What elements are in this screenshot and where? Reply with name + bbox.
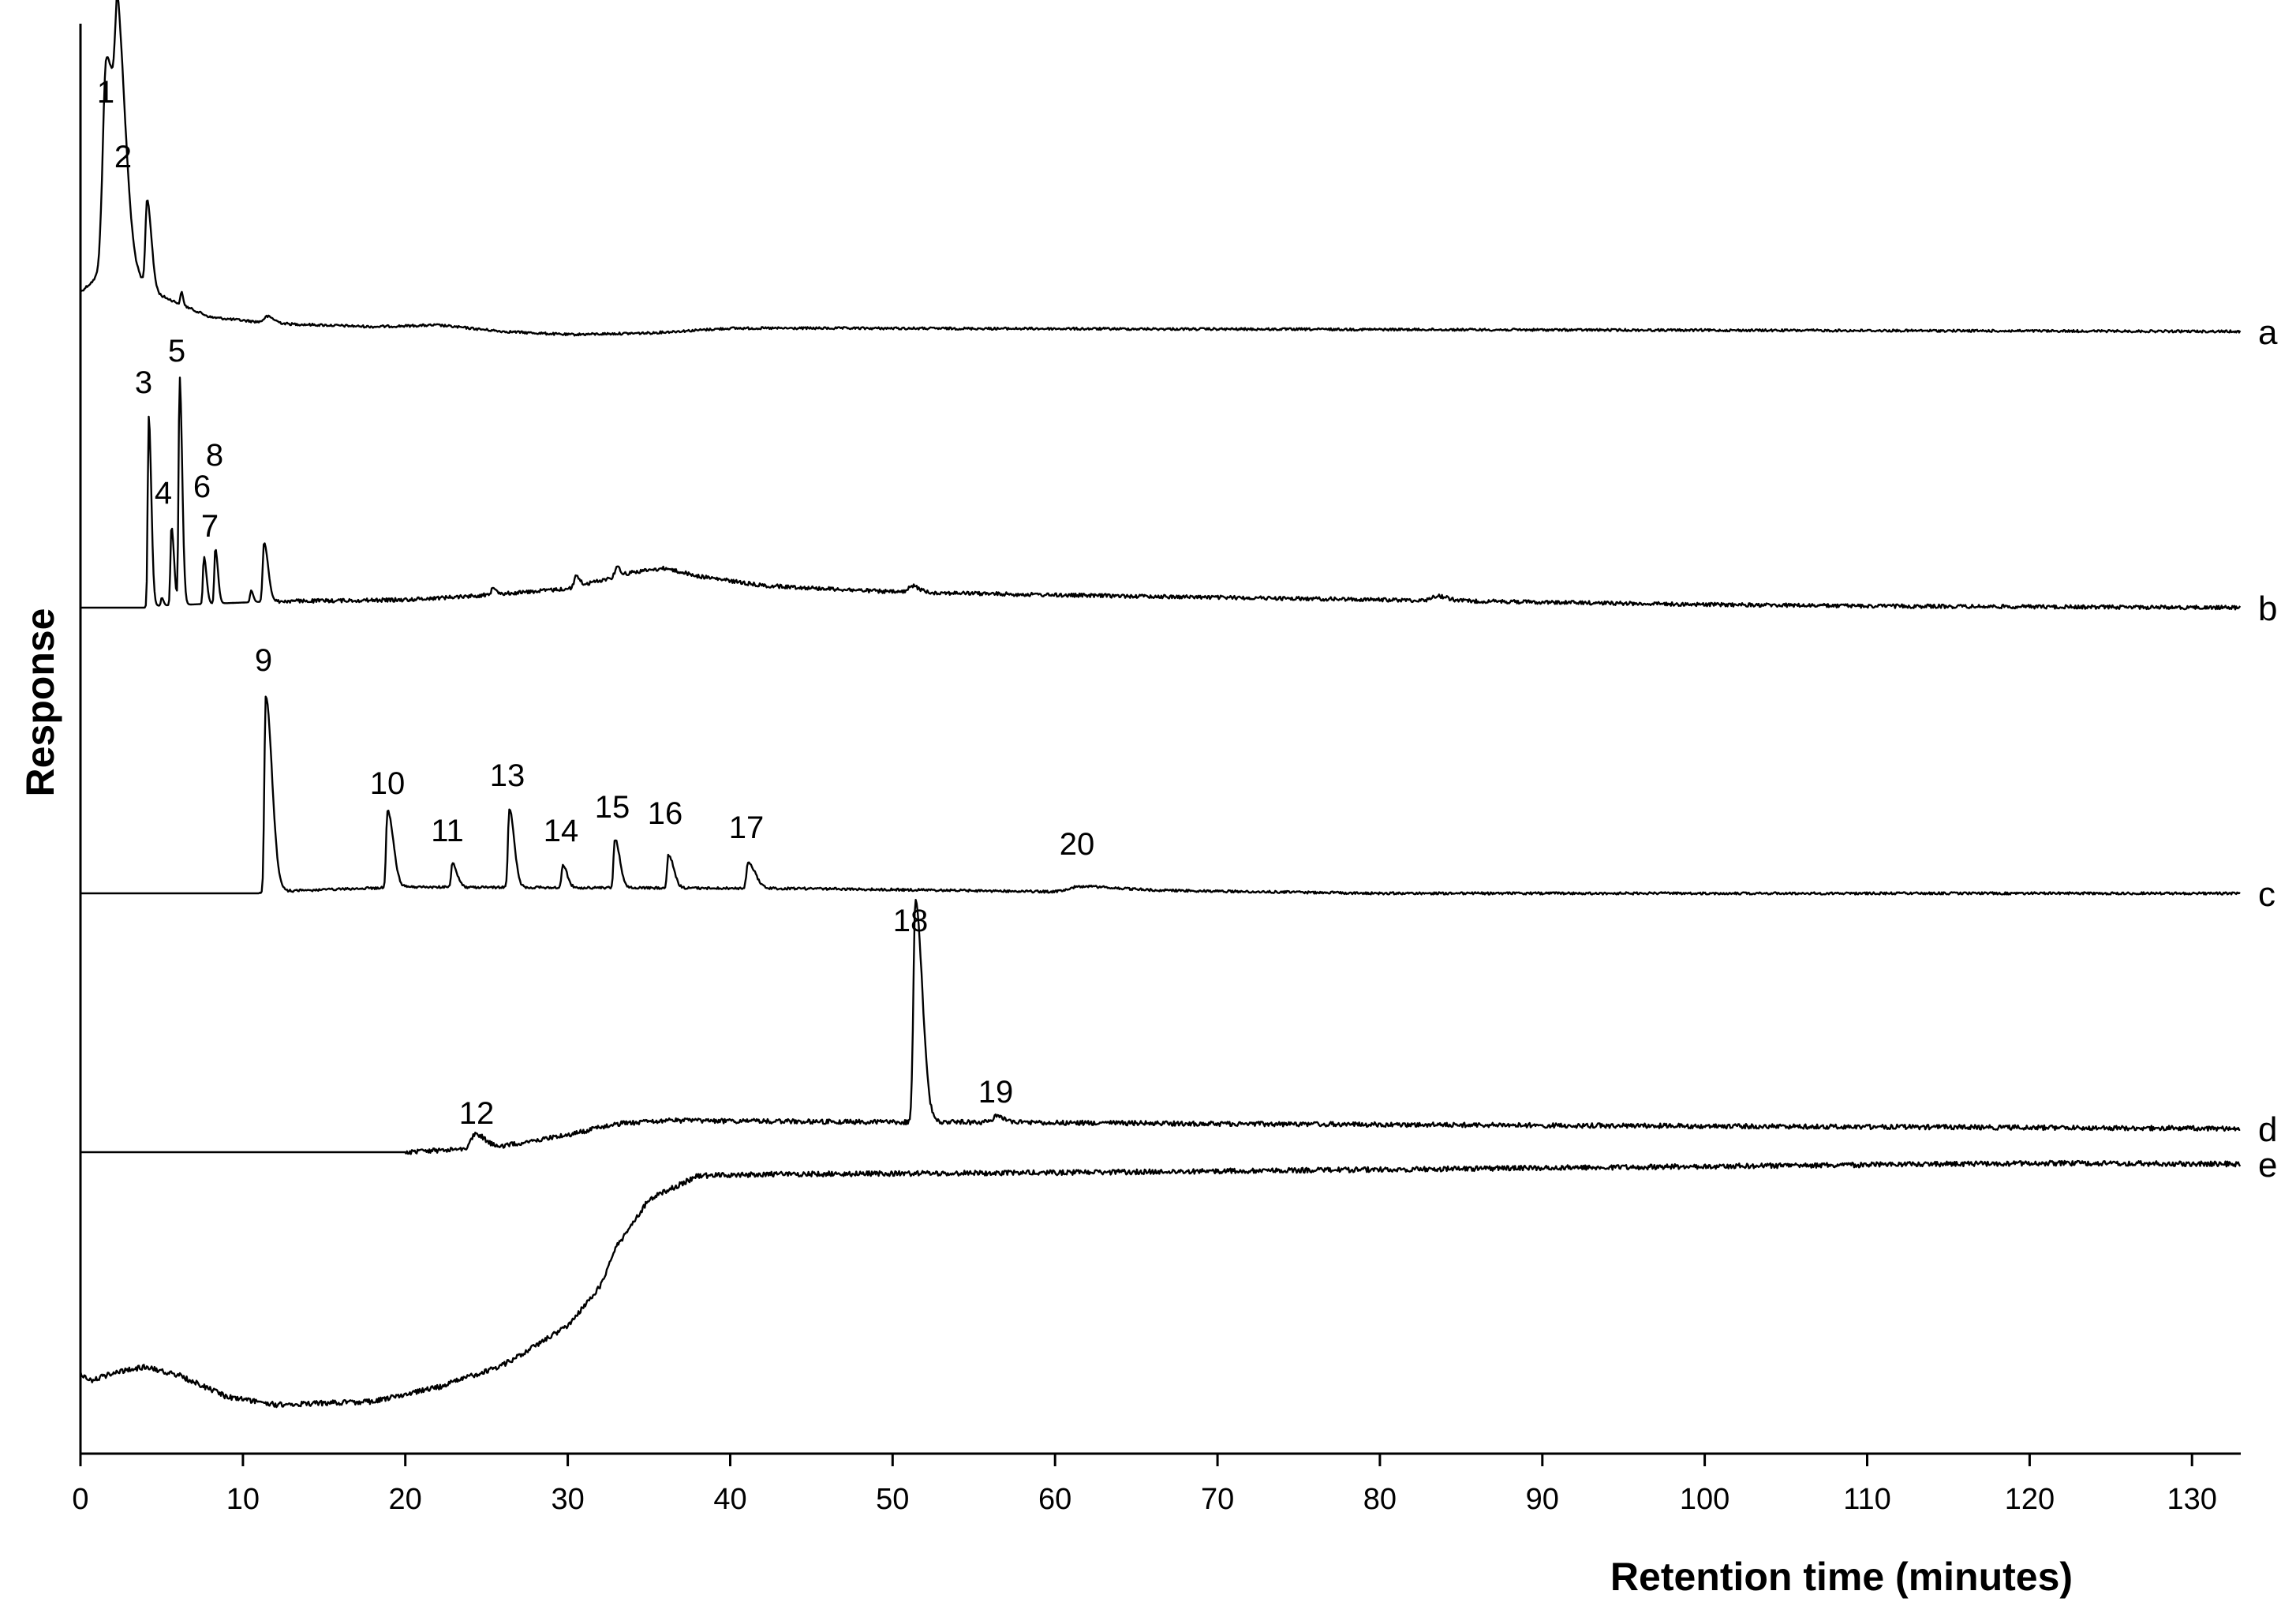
trace-c bbox=[80, 695, 2241, 896]
peak-label: 1 bbox=[97, 75, 114, 110]
peak-label: 5 bbox=[168, 334, 185, 369]
peak-label: 13 bbox=[490, 758, 525, 793]
peak-label: 15 bbox=[595, 790, 630, 825]
trace-label-a: a bbox=[2258, 313, 2278, 352]
peak-label: 19 bbox=[978, 1075, 1014, 1110]
peak-label: 2 bbox=[114, 140, 132, 174]
x-tick-label: 0 bbox=[72, 1483, 88, 1516]
peak-label: 16 bbox=[648, 796, 683, 831]
x-tick-label: 110 bbox=[1843, 1483, 1891, 1516]
trace-label-e: e bbox=[2258, 1146, 2277, 1185]
axes: 0 10 20 30 40 50 60 70 80 90 100 110 120 130 bbox=[72, 24, 2241, 1516]
peak-label: 11 bbox=[431, 814, 464, 848]
trace-label-c: c bbox=[2258, 875, 2275, 914]
peak-label: 10 bbox=[370, 766, 406, 801]
trace-b bbox=[80, 376, 2242, 611]
peak-label: 14 bbox=[544, 814, 579, 848]
trace-label-b: b bbox=[2258, 590, 2277, 628]
x-tick-label: 80 bbox=[1363, 1483, 1397, 1516]
peak-label: 3 bbox=[135, 365, 152, 400]
peak-label: 12 bbox=[459, 1096, 495, 1131]
trace-e bbox=[79, 1159, 2242, 1409]
peak-label: 17 bbox=[729, 810, 765, 845]
x-tick-label: 70 bbox=[1201, 1483, 1234, 1516]
trace-label-group: a b c de bbox=[2258, 313, 2278, 1185]
peak-label: 7 bbox=[201, 509, 219, 544]
peak-label: 4 bbox=[155, 476, 172, 511]
x-tick-label: 60 bbox=[1038, 1483, 1071, 1516]
peak-label: 18 bbox=[893, 904, 929, 938]
trace-label-d: d bbox=[2258, 1110, 2277, 1149]
x-tick-label: 10 bbox=[226, 1483, 260, 1516]
trace-a bbox=[79, 0, 2242, 337]
x-tick-label: 20 bbox=[389, 1483, 422, 1516]
x-tick-label: 130 bbox=[2167, 1483, 2216, 1516]
x-tick-label: 120 bbox=[2005, 1483, 2055, 1516]
x-tick-group: 0 10 20 30 40 50 60 70 80 90 100 110 120 130 bbox=[72, 1454, 2217, 1516]
peak-label: 8 bbox=[206, 438, 223, 473]
x-tick-label: 30 bbox=[551, 1483, 584, 1516]
x-tick-label: 100 bbox=[1680, 1483, 1729, 1516]
x-tick-label: 90 bbox=[1526, 1483, 1559, 1516]
x-tick-label: 50 bbox=[876, 1483, 909, 1516]
peak-label: 6 bbox=[193, 470, 211, 504]
trace-d bbox=[80, 899, 2241, 1155]
peak-label: 20 bbox=[1060, 827, 1095, 862]
x-tick-label: 40 bbox=[713, 1483, 746, 1516]
peak-label: 9 bbox=[255, 643, 272, 678]
x-axis-title: Retention time (minutes) bbox=[1610, 1555, 2073, 1599]
y-axis-title: Response bbox=[18, 608, 62, 797]
peak-label-group: 12 3 4 5 6 7 8 9 10 11 13 14 15 16 17 20 12 18 19 bbox=[97, 75, 1094, 1131]
trace-group bbox=[79, 0, 2242, 1409]
